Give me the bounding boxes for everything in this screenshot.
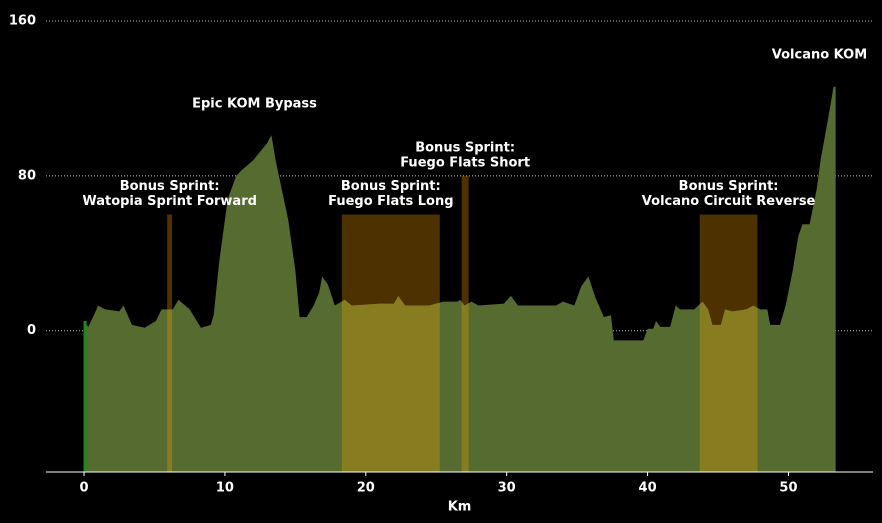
x-axis-label: Km	[448, 500, 472, 515]
segment-name: Fuego Flats Short	[400, 155, 530, 170]
y-tick-label: 80	[18, 168, 36, 183]
annotation: Epic KOM Bypass	[192, 97, 317, 112]
x-tick-label: 10	[216, 481, 234, 496]
segment-label: Bonus Sprint:	[679, 179, 779, 194]
y-tick-label: 0	[27, 323, 36, 338]
x-tick-label: 0	[80, 481, 89, 496]
segment-label: Bonus Sprint:	[120, 179, 220, 194]
x-tick-label: 50	[779, 481, 797, 496]
segment-label: Bonus Sprint:	[341, 179, 441, 194]
x-tick-label: 20	[357, 481, 375, 496]
sprint-segment	[167, 214, 173, 472]
sprint-segment	[699, 214, 758, 472]
sprint-segment	[341, 214, 440, 472]
segment-name: Volcano Circuit Reverse	[642, 194, 816, 209]
segment-name: Watopia Sprint Forward	[82, 194, 257, 209]
segment-label: Bonus Sprint:	[415, 140, 515, 155]
annotation: Volcano KOM	[772, 47, 867, 62]
segment-name: Fuego Flats Long	[328, 194, 453, 209]
y-tick-label: 160	[9, 14, 36, 29]
x-tick-label: 30	[498, 481, 516, 496]
x-tick-label: 40	[639, 481, 657, 496]
elevation-area	[84, 86, 836, 472]
sprint-segment	[461, 175, 469, 472]
